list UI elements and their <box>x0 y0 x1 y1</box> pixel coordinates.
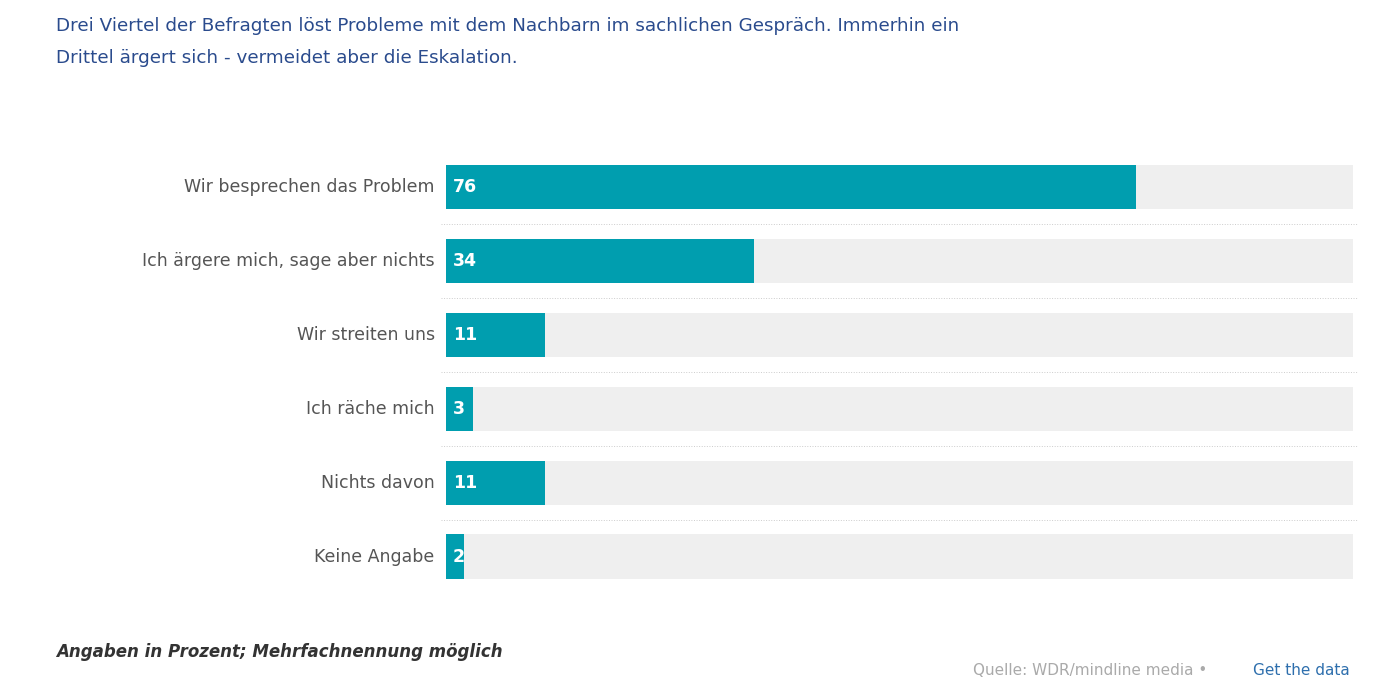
Text: Nichts davon: Nichts davon <box>321 474 434 491</box>
Bar <box>445 239 1354 283</box>
Text: 34: 34 <box>452 252 477 270</box>
Text: Wir streiten uns: Wir streiten uns <box>297 326 434 344</box>
Text: 76: 76 <box>452 178 477 196</box>
Text: 11: 11 <box>452 326 477 344</box>
Bar <box>445 461 1354 505</box>
Text: 11: 11 <box>452 474 477 491</box>
Text: 2: 2 <box>452 548 465 566</box>
Text: Drei Viertel der Befragten löst Probleme mit dem Nachbarn im sachlichen Gespräch: Drei Viertel der Befragten löst Probleme… <box>56 17 959 35</box>
Text: Keine Angabe: Keine Angabe <box>315 548 434 566</box>
Bar <box>445 534 1354 579</box>
Text: Ich räche mich: Ich räche mich <box>307 400 434 418</box>
Text: Ich ärgere mich, sage aber nichts: Ich ärgere mich, sage aber nichts <box>141 252 434 270</box>
Bar <box>445 165 1135 209</box>
Text: Quelle: WDR/mindline media •: Quelle: WDR/mindline media • <box>973 662 1212 678</box>
Text: Drittel ärgert sich - vermeidet aber die Eskalation.: Drittel ärgert sich - vermeidet aber die… <box>56 49 518 67</box>
Bar <box>445 313 546 357</box>
Text: Wir besprechen das Problem: Wir besprechen das Problem <box>185 178 434 196</box>
Text: Get the data: Get the data <box>1253 662 1350 678</box>
Bar <box>445 313 1354 357</box>
Bar <box>445 386 473 431</box>
Bar <box>445 386 1354 431</box>
Bar <box>445 165 1354 209</box>
Bar <box>445 461 546 505</box>
Bar <box>445 239 755 283</box>
Text: Angaben in Prozent; Mehrfachnennung möglich: Angaben in Prozent; Mehrfachnennung mögl… <box>56 643 503 661</box>
Bar <box>445 534 463 579</box>
Text: 3: 3 <box>452 400 465 418</box>
